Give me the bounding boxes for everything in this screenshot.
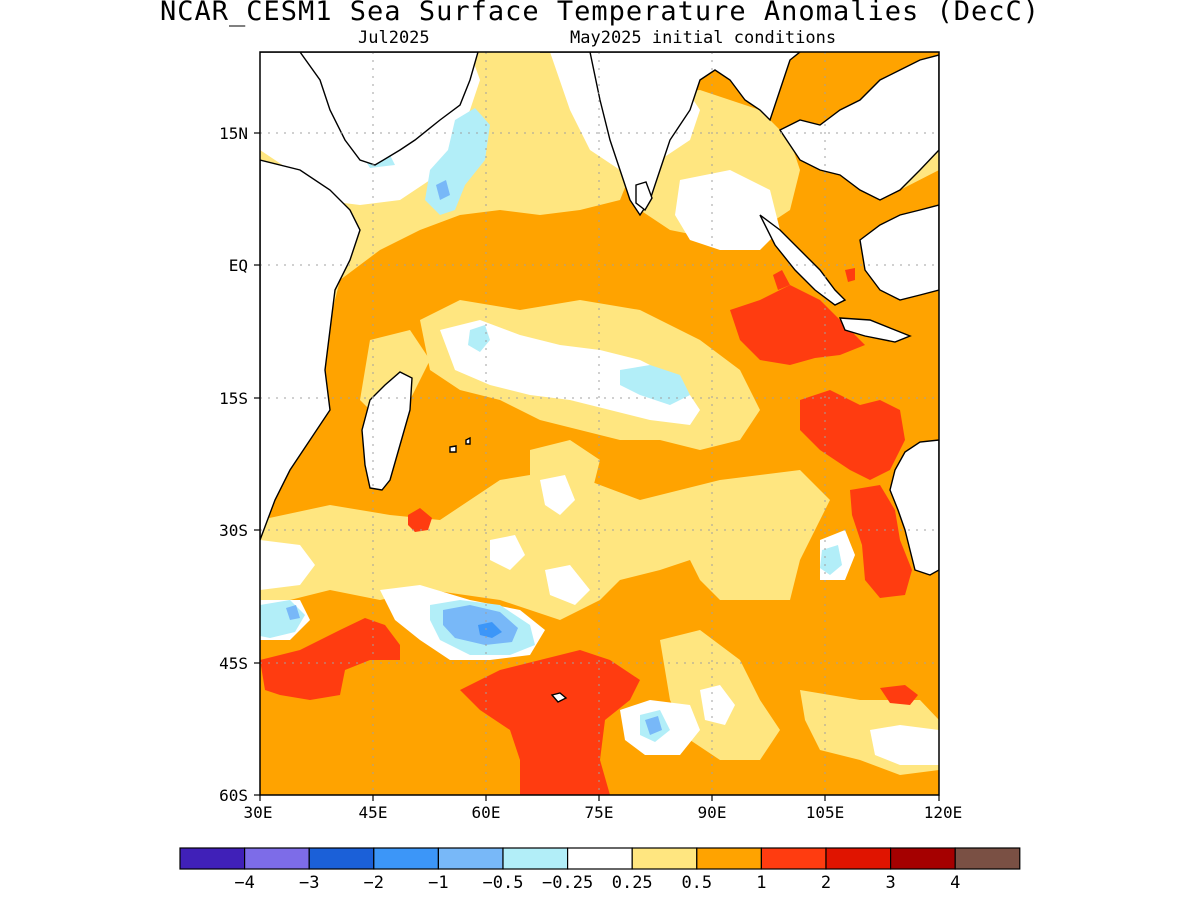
colorbar-swatch (244, 847, 310, 870)
colorbar-swatch (825, 847, 892, 870)
colorbar-label: −0.25 (542, 873, 593, 893)
colorbar-label: 4 (950, 873, 960, 893)
axis-ticks (254, 132, 940, 801)
colorbar-label: 0.5 (681, 873, 712, 893)
lon-label: 120E (924, 803, 963, 822)
lat-label: 15S (219, 389, 248, 408)
valid-month-label: Jul2025 (358, 28, 430, 48)
lon-label: 75E (585, 803, 614, 822)
lat-label: 15N (219, 124, 248, 143)
colorbar-label: 3 (885, 873, 895, 893)
latitude-labels: 15N EQ 15S 30S 45S 60S (219, 124, 248, 805)
lon-label: 90E (698, 803, 727, 822)
colorbar-swatch (631, 847, 698, 870)
initial-conditions-label: May2025 initial conditions (570, 28, 837, 48)
colorbar-swatch (696, 847, 762, 870)
colorbar-swatch (437, 847, 504, 870)
colorbar-label: −3 (299, 873, 319, 893)
lat-label: 30S (219, 521, 248, 540)
colorbar-label: −0.5 (483, 873, 524, 893)
lon-label: 30E (244, 803, 273, 822)
lon-label: 45E (359, 803, 388, 822)
colorbar-label: 0.25 (612, 873, 653, 893)
map-title: NCAR_CESM1 Sea Surface Temperature Anoma… (159, 0, 1041, 27)
lat-label: 45S (219, 654, 248, 673)
colorbar-swatch (889, 847, 956, 870)
colorbar-swatch (179, 847, 246, 870)
colorbar-label: −2 (364, 873, 384, 893)
colorbar-swatch (502, 847, 569, 870)
colorbar-label: 1 (756, 873, 766, 893)
lat-label: EQ (229, 256, 248, 275)
colorbar-swatch (373, 847, 439, 870)
colorbar-label: 2 (821, 873, 831, 893)
colorbar-swatch (566, 847, 633, 870)
colorbar: −4 −3 −2 −1 −0.5 −0.25 0.25 0.5 1 2 3 4 (179, 847, 1021, 893)
lon-label: 105E (806, 803, 845, 822)
lon-label: 60E (472, 803, 501, 822)
colorbar-swatch (954, 847, 1021, 870)
graticule (260, 52, 939, 795)
longitude-labels: 30E 45E 60E 75E 90E 105E 120E (244, 803, 963, 822)
anomaly-red-regions (260, 268, 918, 795)
lat-label: 60S (219, 786, 248, 805)
colorbar-label: −4 (234, 873, 254, 893)
colorbar-label: −1 (428, 873, 448, 893)
colorbar-swatch (760, 847, 827, 870)
colorbar-swatch (308, 847, 375, 870)
